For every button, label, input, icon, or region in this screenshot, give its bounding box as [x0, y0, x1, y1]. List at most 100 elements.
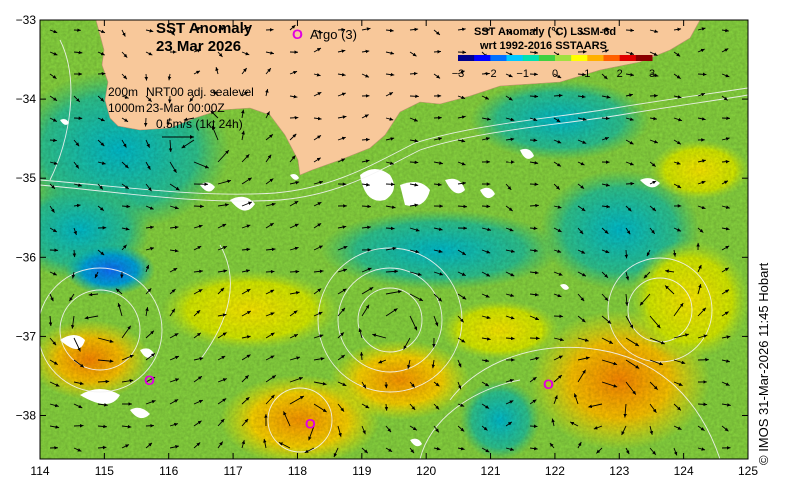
current-vector [721, 180, 729, 185]
current-vector [313, 29, 323, 34]
x-tick-label: 116 [159, 464, 178, 478]
current-vector [505, 183, 512, 191]
current-vector [385, 205, 396, 209]
current-vector [361, 286, 374, 295]
current-vector [73, 161, 80, 169]
current-vector [210, 110, 219, 119]
current-vector [217, 355, 226, 361]
current-vector [337, 403, 345, 412]
current-vector [241, 154, 250, 163]
current-vector [289, 133, 297, 141]
current-vector [601, 359, 618, 366]
current-vector [721, 48, 729, 53]
current-vector [169, 445, 180, 449]
current-vector [673, 333, 689, 339]
current-vector [73, 359, 85, 368]
current-vector [457, 249, 467, 256]
current-vector [193, 26, 202, 31]
current-vector [189, 95, 195, 103]
current-vector [337, 115, 347, 119]
current-vector [97, 249, 105, 256]
current-vector [529, 226, 538, 231]
current-vector [505, 421, 513, 427]
x-tick-label: 117 [224, 464, 243, 478]
current-vector [313, 334, 324, 339]
current-vector [289, 291, 300, 295]
current-vector [505, 447, 515, 451]
current-vector [217, 223, 227, 229]
y-tick-label: −38 [16, 408, 37, 422]
current-vector [721, 403, 731, 407]
current-vector [97, 183, 104, 190]
current-vector [73, 50, 83, 55]
current-vector [664, 285, 675, 295]
current-vector [457, 293, 467, 300]
current-vector [265, 111, 270, 119]
current-vector [457, 446, 465, 451]
x-tick-label: 122 [545, 464, 565, 478]
argo-float-marker[interactable]: O [305, 415, 316, 431]
current-vector [97, 337, 114, 343]
current-vector [169, 422, 179, 427]
current-vector [97, 95, 105, 102]
colorbar-swatch [522, 55, 540, 61]
current-vector [217, 51, 223, 58]
current-vector [697, 92, 706, 97]
current-vector [697, 227, 704, 233]
current-vector [649, 29, 659, 33]
current-vector [121, 73, 128, 80]
colorbar-tick-label: −1 [516, 68, 529, 80]
current-vector [49, 138, 57, 143]
current-vector [601, 227, 609, 235]
current-vector [145, 95, 152, 103]
current-vector [145, 352, 156, 361]
current-vector [241, 201, 253, 207]
current-vector [505, 73, 513, 78]
current-vector [621, 425, 627, 436]
current-vector [193, 332, 202, 339]
current-vector [181, 139, 195, 149]
current-vector [577, 337, 589, 342]
y-tick-label: −37 [16, 329, 37, 343]
current-vector [433, 425, 440, 433]
current-vector [625, 139, 634, 145]
current-vector [505, 271, 515, 277]
current-vector [337, 425, 342, 437]
argo-float-marker[interactable]: O [144, 372, 155, 388]
current-vector [145, 139, 150, 148]
current-vector [217, 378, 227, 383]
current-vector [289, 223, 299, 229]
current-vector [697, 27, 706, 31]
current-vector [361, 304, 370, 317]
current-vector [337, 225, 347, 229]
title-line1: SST Anomaly [156, 20, 253, 37]
current-vector [72, 249, 77, 258]
current-vector [721, 425, 729, 432]
x-tick-label: 120 [416, 464, 436, 478]
current-vector [121, 29, 126, 37]
current-vector [385, 226, 395, 231]
current-vector [97, 161, 106, 165]
current-vector [145, 442, 153, 449]
current-vector [337, 136, 346, 141]
current-vector [505, 315, 515, 320]
current-vector [721, 289, 730, 295]
current-vector [673, 403, 682, 411]
current-vector [481, 293, 490, 298]
current-vector [337, 381, 347, 387]
current-vector [169, 29, 176, 36]
current-vector [529, 270, 539, 275]
copyright-text: © IMOS 31-Mar-2026 11:45 Hobart [756, 262, 771, 465]
current-vector [481, 95, 490, 100]
argo-float-marker[interactable]: O [543, 376, 554, 392]
current-vector [361, 447, 369, 454]
current-vector [361, 381, 367, 389]
current-vector [49, 117, 58, 122]
current-vector [529, 203, 539, 208]
current-vector [217, 149, 230, 163]
current-vector [313, 222, 322, 229]
current-vector [577, 29, 585, 35]
current-vector [337, 354, 346, 361]
current-vector [49, 359, 59, 366]
current-vector [145, 29, 154, 33]
